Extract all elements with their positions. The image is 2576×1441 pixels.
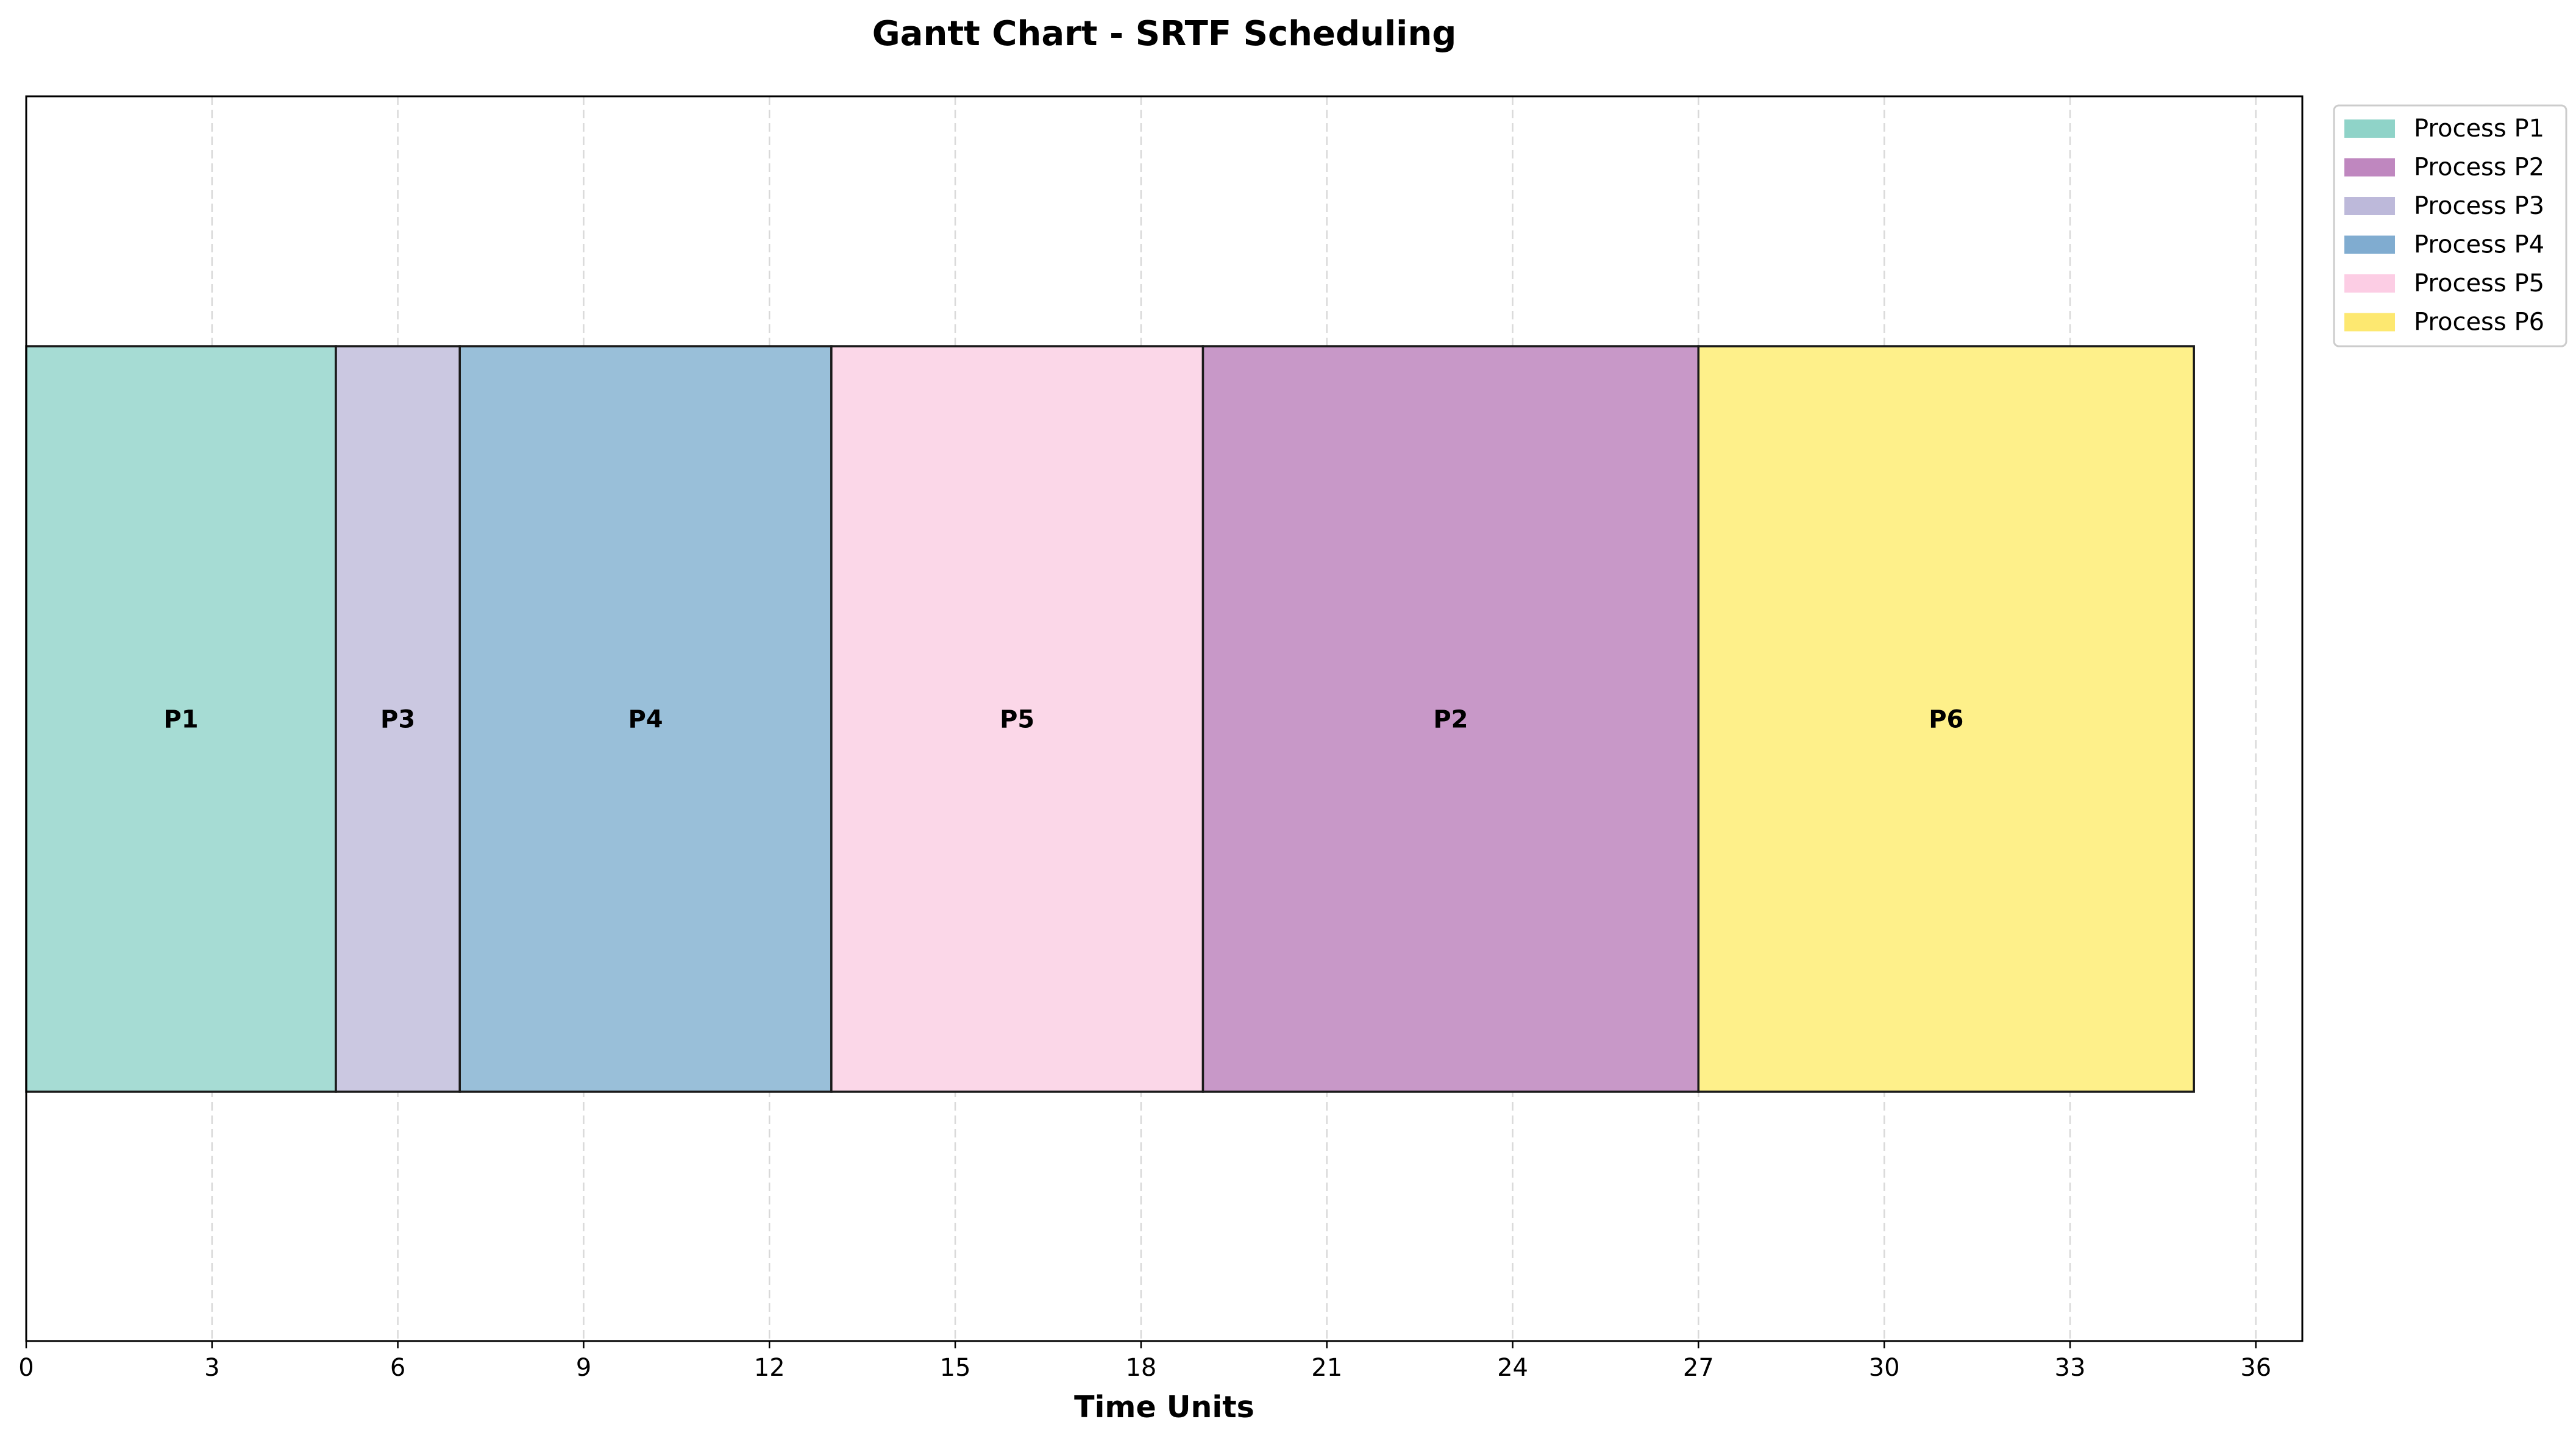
bar-label-p1: P1 <box>163 706 198 734</box>
legend-label: Process P6 <box>2414 308 2544 336</box>
gantt-bar-p1 <box>25 345 337 1093</box>
x-tick-label: 3 <box>204 1354 219 1382</box>
x-tick-label: 33 <box>2055 1354 2086 1382</box>
gantt-bar-p4 <box>458 345 833 1093</box>
x-tick-label: 9 <box>576 1354 591 1382</box>
x-tick-label: 6 <box>390 1354 405 1382</box>
bar-label-p6: P6 <box>1929 706 1963 734</box>
legend-label: Process P3 <box>2414 192 2544 220</box>
legend-swatch <box>2344 197 2395 215</box>
legend-swatch <box>2344 313 2395 332</box>
plot-frame <box>25 95 2304 1342</box>
bar-label-p3: P3 <box>380 706 415 734</box>
legend-swatch <box>2344 235 2395 254</box>
x-tick-label: 15 <box>940 1354 971 1382</box>
legend-label: Process P5 <box>2414 269 2544 297</box>
gantt-bars <box>25 345 2195 1093</box>
legend-swatch <box>2344 158 2395 177</box>
x-tick-label: 27 <box>1683 1354 1714 1382</box>
x-tick-label: 0 <box>18 1354 34 1382</box>
bar-label-p4: P4 <box>628 706 663 734</box>
x-tick-label: 30 <box>1869 1354 1900 1382</box>
legend: Process P1 Process P2 Process P3 Process P4… <box>2333 104 2567 347</box>
legend-swatch <box>2344 119 2395 138</box>
x-axis-label: Time Units <box>1074 1390 1254 1425</box>
legend-label: Process P4 <box>2414 231 2544 259</box>
gantt-bar-p2 <box>1201 345 1700 1093</box>
chart-title: Gantt Chart - SRTF Scheduling <box>872 14 1457 54</box>
gantt-bar-p3 <box>335 345 461 1093</box>
x-tick-label: 18 <box>1125 1354 1156 1382</box>
legend-swatch <box>2344 274 2395 293</box>
x-tick-label: 36 <box>2240 1354 2271 1382</box>
bar-label-p2: P2 <box>1433 706 1468 734</box>
x-tick-label: 24 <box>1497 1354 1528 1382</box>
x-tick-label: 21 <box>1311 1354 1342 1382</box>
gantt-bar-p6 <box>1697 345 2195 1093</box>
x-axis-ticks: 0 3 6 9 12 15 18 21 24 27 30 33 36 <box>18 1341 2271 1382</box>
bar-labels: P1 P3 P4 P5 P2 P6 <box>163 706 1963 734</box>
bar-label-p5: P5 <box>1000 706 1034 734</box>
legend-label: Process P1 <box>2414 115 2544 143</box>
gantt-bar-p5 <box>830 345 1204 1093</box>
legend-label: Process P2 <box>2414 154 2544 182</box>
x-tick-label: 12 <box>754 1354 785 1382</box>
